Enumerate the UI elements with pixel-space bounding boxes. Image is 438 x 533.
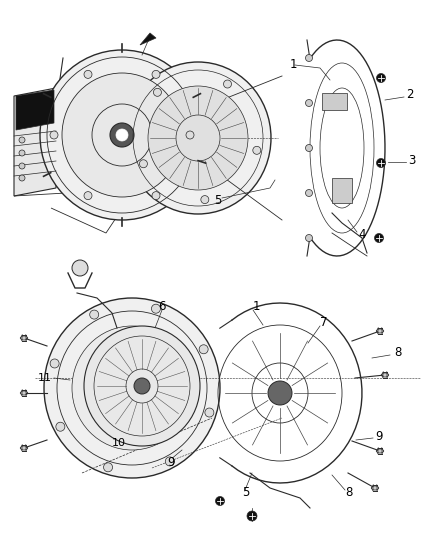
Circle shape — [103, 463, 113, 472]
Polygon shape — [322, 93, 347, 110]
Ellipse shape — [125, 62, 271, 214]
Circle shape — [50, 131, 58, 139]
Text: 5: 5 — [242, 486, 249, 498]
Circle shape — [374, 233, 384, 243]
Ellipse shape — [40, 50, 204, 220]
Polygon shape — [332, 178, 352, 203]
Circle shape — [152, 192, 160, 200]
Text: 9: 9 — [167, 456, 174, 469]
Circle shape — [19, 137, 25, 143]
Circle shape — [186, 131, 194, 139]
Circle shape — [22, 336, 26, 340]
Circle shape — [305, 144, 312, 151]
Ellipse shape — [134, 378, 150, 394]
Polygon shape — [14, 88, 56, 196]
Circle shape — [205, 408, 214, 417]
Ellipse shape — [148, 86, 248, 190]
Text: 5: 5 — [214, 193, 221, 206]
Ellipse shape — [110, 123, 134, 147]
Polygon shape — [140, 33, 156, 45]
Circle shape — [377, 158, 385, 167]
Text: 1: 1 — [253, 301, 261, 313]
Circle shape — [378, 449, 382, 453]
Circle shape — [152, 70, 160, 78]
Circle shape — [22, 391, 26, 395]
Circle shape — [223, 80, 232, 88]
Circle shape — [305, 190, 312, 197]
Circle shape — [373, 486, 377, 490]
Circle shape — [378, 329, 382, 333]
Ellipse shape — [116, 129, 128, 141]
Circle shape — [84, 192, 92, 200]
Text: 11: 11 — [38, 373, 52, 383]
Text: 4: 4 — [358, 229, 365, 241]
Text: 6: 6 — [158, 301, 166, 313]
Text: 1: 1 — [290, 59, 297, 71]
Circle shape — [152, 304, 160, 313]
Circle shape — [199, 345, 208, 354]
Circle shape — [305, 235, 312, 241]
Text: 9: 9 — [375, 431, 382, 443]
Circle shape — [165, 457, 174, 466]
Circle shape — [84, 70, 92, 78]
Circle shape — [305, 54, 312, 61]
Circle shape — [153, 88, 162, 96]
Text: 8: 8 — [394, 345, 401, 359]
Ellipse shape — [72, 326, 192, 450]
Ellipse shape — [84, 326, 200, 446]
Ellipse shape — [120, 376, 144, 400]
Circle shape — [253, 147, 261, 155]
Polygon shape — [16, 90, 54, 130]
Text: 2: 2 — [406, 88, 413, 101]
Ellipse shape — [62, 73, 182, 197]
Circle shape — [377, 74, 385, 83]
Ellipse shape — [44, 298, 220, 478]
Circle shape — [19, 150, 25, 156]
Circle shape — [201, 196, 209, 204]
Text: 3: 3 — [408, 154, 415, 166]
Circle shape — [305, 100, 312, 107]
Circle shape — [215, 497, 225, 505]
Circle shape — [50, 359, 59, 368]
Circle shape — [19, 175, 25, 181]
Text: 8: 8 — [345, 486, 353, 498]
Text: 7: 7 — [320, 317, 328, 329]
Circle shape — [56, 422, 65, 431]
Circle shape — [383, 373, 387, 377]
Ellipse shape — [268, 381, 292, 405]
Circle shape — [19, 163, 25, 169]
Text: 10: 10 — [112, 438, 126, 448]
Circle shape — [72, 260, 88, 276]
Circle shape — [22, 446, 26, 450]
Circle shape — [90, 310, 99, 319]
Circle shape — [247, 511, 257, 521]
Circle shape — [139, 160, 148, 168]
